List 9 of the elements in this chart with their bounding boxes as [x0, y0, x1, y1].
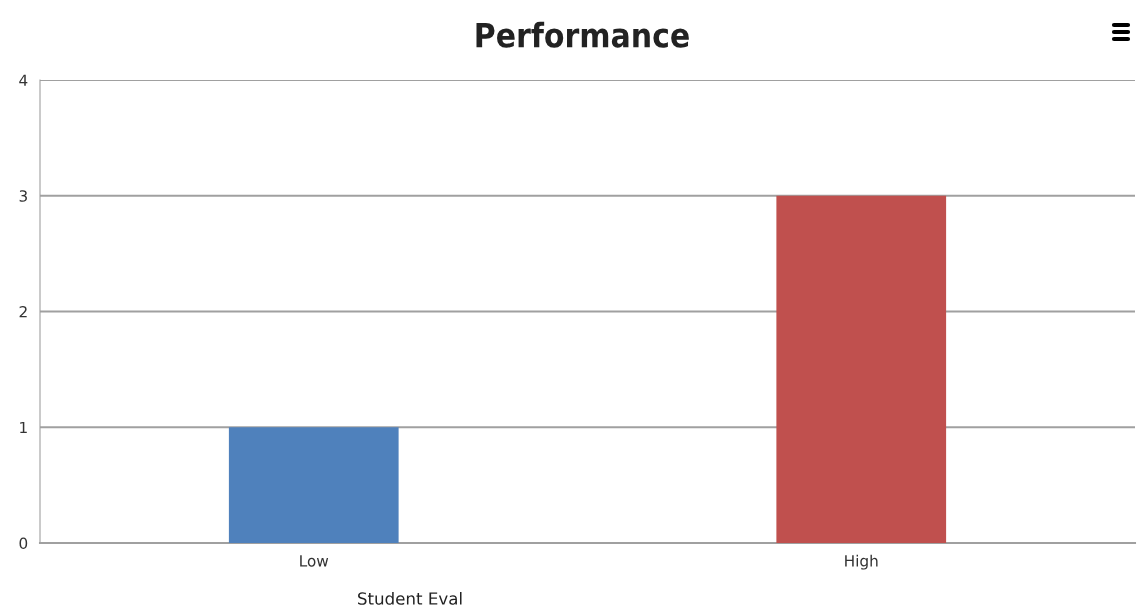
y-tick-label: 1 — [20, 421, 27, 434]
y-tick-label: 4 — [19, 74, 28, 86]
chart-title: Performance — [476, 21, 689, 48]
y-tick-label: 0 — [19, 537, 28, 550]
y-tick-label: 2 — [19, 305, 27, 318]
x-tick-label: Low — [300, 555, 329, 567]
y-tick-label: 3 — [19, 190, 27, 202]
x-tick-label: High — [845, 554, 878, 570]
x-axis-title: Student Eval — [358, 591, 462, 605]
